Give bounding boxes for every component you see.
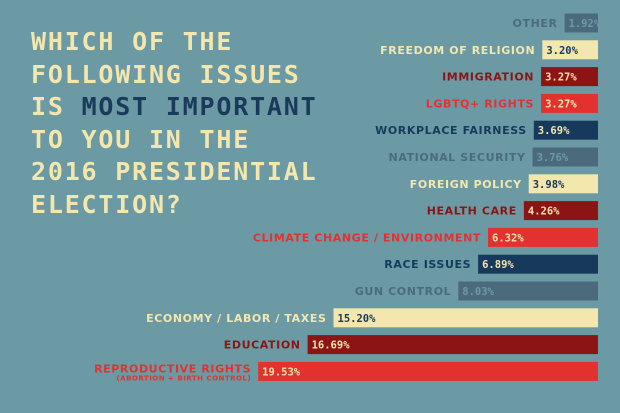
- bar-row-reproductive-rights: 19.53% REPRODUCTIVE RIGHTS(ABORTION + BIR…: [94, 361, 598, 382]
- category-label-freedom-of-religion: FREEDOM OF RELIGION: [380, 44, 535, 57]
- category-label-lgbtq-rights: LGBTQ+ RIGHTS: [426, 97, 534, 110]
- category-label-race-issues: RACE ISSUES: [384, 258, 471, 271]
- bar-gun-control: [458, 281, 598, 301]
- category-label-gun-control: GUN CONTROL: [355, 285, 452, 298]
- category-label-education: EDUCATION: [224, 339, 301, 352]
- category-label-climate-change-environment: CLIMATE CHANGE / ENVIRONMENT: [253, 231, 481, 244]
- bar-workplace-fairness: [533, 120, 598, 140]
- value-label-foreign-policy: 3.98%: [533, 179, 565, 191]
- category-label-immigration: IMMIGRATION: [442, 71, 534, 84]
- value-label-education: 16.69%: [312, 340, 351, 352]
- bar-foreign-policy: [528, 174, 598, 194]
- category-sublabel-reproductive-rights: (ABORTION + BIRTH CONTROL): [116, 374, 251, 382]
- bar-economy-labor-taxes: [333, 308, 598, 328]
- category-label-workplace-fairness: WORKPLACE FAIRNESS: [375, 124, 527, 137]
- bar-lgbtq-rights: [541, 93, 598, 113]
- value-label-other: 1.92%: [569, 18, 601, 30]
- category-label-other: OTHER: [513, 17, 558, 30]
- bar-race-issues: [478, 254, 598, 274]
- value-label-immigration: 3.27%: [545, 72, 577, 84]
- value-label-reproductive-rights: 19.53%: [262, 366, 301, 378]
- bar-row-race-issues: 6.89% RACE ISSUES: [384, 254, 598, 274]
- bar-other: [564, 13, 598, 33]
- value-label-freedom-of-religion: 3.20%: [546, 45, 578, 57]
- value-label-health-care: 4.26%: [528, 206, 560, 218]
- category-label-foreign-policy: FOREIGN POLICY: [410, 178, 522, 191]
- title-line-3-highlight: MOST IMPORTANT: [81, 92, 318, 121]
- title-line-1: WHICH OF THE: [31, 27, 234, 56]
- title-line-2: FOLLOWING ISSUES: [31, 59, 301, 89]
- bar-immigration: [541, 67, 598, 87]
- value-label-national-security: 3.76%: [537, 152, 569, 164]
- bar-reproductive-rights: [258, 361, 598, 381]
- title-line-6: ELECTION?: [31, 189, 183, 219]
- category-label-health-care: HEALTH CARE: [427, 205, 517, 218]
- bar-row-health-care: 4.26% HEALTH CARE: [427, 201, 598, 221]
- bar-row-lgbtq-rights: 3.27% LGBTQ+ RIGHTS: [426, 93, 598, 113]
- value-label-race-issues: 6.89%: [482, 259, 514, 271]
- bar-health-care: [523, 201, 598, 221]
- bar-national-security: [532, 147, 598, 167]
- title-line-5: 2016 PRESIDENTIAL: [31, 157, 318, 186]
- value-label-economy-labor-taxes: 15.20%: [338, 313, 377, 325]
- bar-row-climate-change-environment: 6.32% CLIMATE CHANGE / ENVIRONMENT: [253, 227, 598, 247]
- bar-education: [307, 335, 598, 355]
- value-label-climate-change-environment: 6.32%: [492, 232, 524, 244]
- chart-title: WHICH OF THE FOLLOWING ISSUES IS MOST IM…: [31, 26, 321, 221]
- value-label-workplace-fairness: 3.69%: [538, 125, 570, 137]
- bar-row-freedom-of-religion: 3.20% FREEDOM OF RELIGION: [380, 40, 598, 60]
- bar-row-foreign-policy: 3.98% FOREIGN POLICY: [410, 174, 598, 194]
- bar-freedom-of-religion: [542, 40, 598, 60]
- bar-row-immigration: 3.27% IMMIGRATION: [442, 67, 598, 87]
- title-line-3a: IS: [31, 92, 82, 121]
- category-label-reproductive-rights: REPRODUCTIVE RIGHTS: [94, 362, 251, 375]
- title-line-4: TO YOU IN THE: [31, 124, 251, 154]
- bar-climate-change-environment: [488, 227, 598, 247]
- bar-row-education: 16.69% EDUCATION: [224, 335, 598, 355]
- category-label-economy-labor-taxes: ECONOMY / LABOR / TAXES: [146, 312, 326, 325]
- value-label-lgbtq-rights: 3.27%: [545, 98, 577, 110]
- bar-row-other: 1.92% OTHER: [513, 13, 601, 33]
- bar-row-workplace-fairness: 3.69% WORKPLACE FAIRNESS: [375, 120, 598, 140]
- bar-row-national-security: 3.76% NATIONAL SECURITY: [389, 147, 598, 167]
- bar-row-gun-control: 8.03% GUN CONTROL: [355, 281, 598, 301]
- bar-row-economy-labor-taxes: 15.20% ECONOMY / LABOR / TAXES: [146, 308, 598, 328]
- value-label-gun-control: 8.03%: [462, 286, 494, 298]
- category-label-national-security: NATIONAL SECURITY: [389, 151, 526, 164]
